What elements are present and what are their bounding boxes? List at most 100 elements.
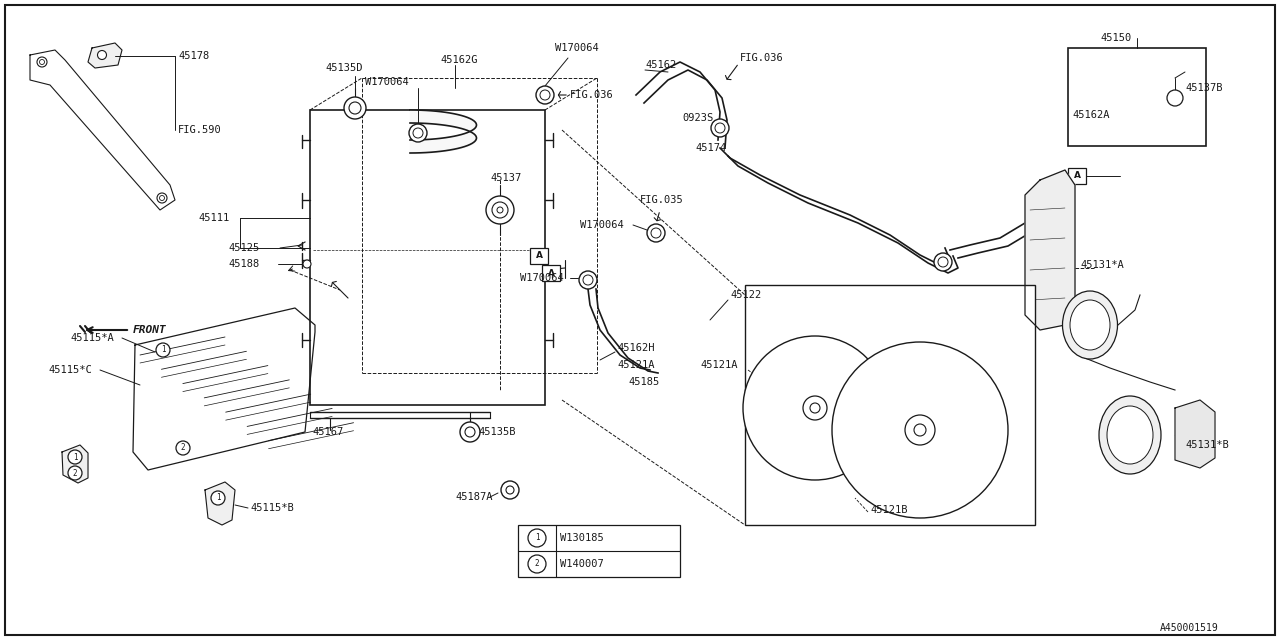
- Text: 45111: 45111: [198, 213, 229, 223]
- Circle shape: [579, 271, 596, 289]
- Bar: [1068, 168, 1085, 184]
- Text: 45135B: 45135B: [477, 427, 516, 437]
- Circle shape: [938, 257, 948, 267]
- Text: 45185: 45185: [628, 377, 659, 387]
- Circle shape: [492, 202, 508, 218]
- Text: A: A: [548, 269, 554, 278]
- Text: FIG.036: FIG.036: [570, 90, 613, 100]
- Text: A: A: [1074, 172, 1080, 180]
- Polygon shape: [1025, 170, 1075, 330]
- Polygon shape: [1175, 400, 1215, 468]
- Text: 45122: 45122: [730, 290, 762, 300]
- Circle shape: [486, 196, 515, 224]
- Circle shape: [582, 275, 593, 285]
- Ellipse shape: [1100, 396, 1161, 474]
- Text: W140007: W140007: [561, 559, 604, 569]
- Circle shape: [40, 60, 45, 65]
- Text: 1: 1: [216, 493, 220, 502]
- Text: W170064: W170064: [580, 220, 623, 230]
- Text: 45115*B: 45115*B: [250, 503, 293, 513]
- Polygon shape: [29, 50, 175, 210]
- Text: FIG.590: FIG.590: [178, 125, 221, 135]
- Text: 45137: 45137: [490, 173, 521, 183]
- Circle shape: [506, 486, 515, 494]
- Bar: [745, 285, 1036, 525]
- Circle shape: [1082, 317, 1098, 333]
- Text: W170064: W170064: [365, 77, 408, 87]
- Text: 45162G: 45162G: [440, 55, 477, 65]
- Bar: [1068, 48, 1206, 146]
- Text: W170064: W170064: [520, 273, 563, 283]
- Circle shape: [529, 555, 547, 573]
- Circle shape: [37, 57, 47, 67]
- Text: 45131*B: 45131*B: [1185, 440, 1229, 450]
- Polygon shape: [133, 308, 315, 470]
- Text: 45137B: 45137B: [1185, 83, 1222, 93]
- Circle shape: [68, 466, 82, 480]
- Circle shape: [460, 422, 480, 442]
- Circle shape: [465, 427, 475, 437]
- Circle shape: [156, 343, 170, 357]
- Text: FIG.035: FIG.035: [640, 195, 684, 205]
- Text: 2: 2: [180, 444, 186, 452]
- Bar: [518, 525, 680, 577]
- Ellipse shape: [1062, 291, 1117, 359]
- Text: 45167: 45167: [312, 427, 343, 437]
- Text: 45188: 45188: [228, 259, 260, 269]
- Circle shape: [177, 441, 189, 455]
- Circle shape: [529, 529, 547, 547]
- Circle shape: [652, 228, 660, 238]
- Circle shape: [716, 123, 724, 133]
- Circle shape: [810, 403, 820, 413]
- Circle shape: [303, 260, 311, 268]
- Text: W130185: W130185: [561, 533, 604, 543]
- Circle shape: [914, 424, 925, 436]
- Circle shape: [500, 481, 518, 499]
- Text: FRONT: FRONT: [133, 325, 166, 335]
- Circle shape: [742, 336, 887, 480]
- Text: A450001519: A450001519: [1160, 623, 1219, 633]
- Circle shape: [410, 124, 428, 142]
- Circle shape: [1120, 425, 1140, 445]
- Text: 2: 2: [535, 559, 539, 568]
- Text: 45174: 45174: [695, 143, 726, 153]
- Circle shape: [157, 193, 166, 203]
- Circle shape: [97, 51, 106, 60]
- Text: 45121A: 45121A: [700, 360, 737, 370]
- Bar: [310, 110, 545, 405]
- Circle shape: [905, 415, 934, 445]
- Text: 45187A: 45187A: [454, 492, 493, 502]
- Circle shape: [832, 342, 1009, 518]
- Circle shape: [344, 97, 366, 119]
- Text: 1: 1: [73, 452, 77, 461]
- Text: 45162H: 45162H: [617, 343, 654, 353]
- Bar: [541, 265, 561, 281]
- Circle shape: [710, 119, 730, 137]
- Text: 0923S: 0923S: [682, 113, 713, 123]
- Circle shape: [349, 102, 361, 114]
- Text: FIG.036: FIG.036: [740, 53, 783, 63]
- Ellipse shape: [1107, 406, 1153, 464]
- Polygon shape: [88, 43, 122, 68]
- Circle shape: [211, 491, 225, 505]
- Circle shape: [934, 253, 952, 271]
- Circle shape: [536, 86, 554, 104]
- Text: 45131*A: 45131*A: [1080, 260, 1124, 270]
- Polygon shape: [61, 445, 88, 483]
- Circle shape: [1167, 90, 1183, 106]
- Text: 1: 1: [535, 534, 539, 543]
- Text: 1: 1: [161, 346, 165, 355]
- Circle shape: [646, 224, 666, 242]
- Text: W170064: W170064: [556, 43, 599, 53]
- Circle shape: [160, 195, 165, 200]
- Text: 2: 2: [73, 468, 77, 477]
- Text: 45135D: 45135D: [325, 63, 362, 73]
- Circle shape: [803, 396, 827, 420]
- Text: 45162: 45162: [645, 60, 676, 70]
- Bar: [530, 248, 548, 264]
- Circle shape: [413, 128, 422, 138]
- Text: 45121B: 45121B: [870, 505, 908, 515]
- Text: A: A: [535, 252, 543, 260]
- Text: 45115*A: 45115*A: [70, 333, 114, 343]
- Circle shape: [68, 450, 82, 464]
